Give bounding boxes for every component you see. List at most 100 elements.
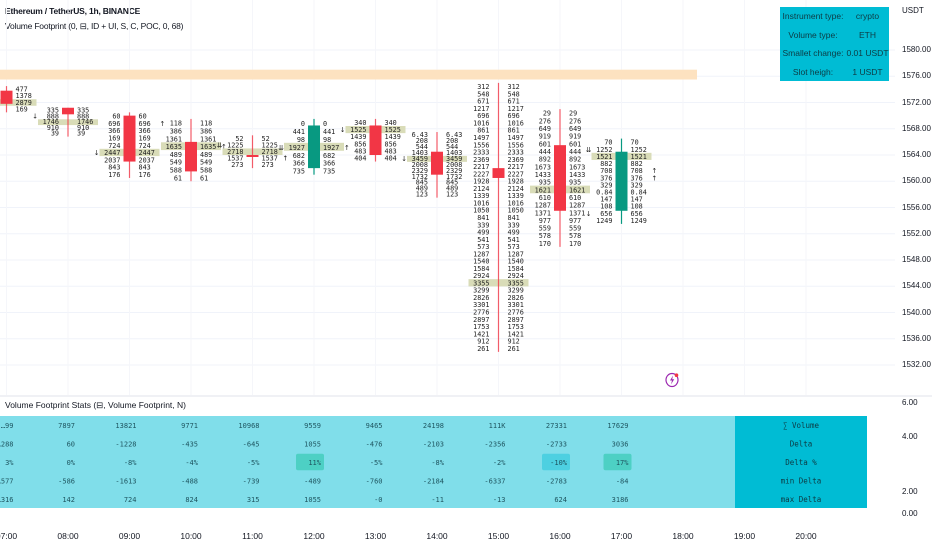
- imbalance-down-marker: ↓: [586, 210, 592, 218]
- ask-volume-label: 1287: [508, 250, 524, 258]
- bid-volume-label: 861: [477, 127, 489, 135]
- resistance-zone: [0, 69, 697, 80]
- ask-volume-label: 339: [508, 221, 520, 229]
- stats-cell: -5%: [370, 459, 383, 467]
- ask-volume-label: 147: [631, 196, 643, 204]
- stats-cell: -586: [58, 477, 75, 485]
- ask-volume-label: 208: [446, 137, 458, 145]
- bid-volume-label: 1016: [473, 119, 489, 127]
- ask-volume-label: 366: [139, 127, 151, 135]
- ask-volume-label: 735: [323, 168, 335, 176]
- bid-volume-label: 1433: [535, 171, 551, 179]
- bid-volume-label: 682: [293, 152, 305, 160]
- bid-volume-label: 935: [539, 179, 551, 187]
- ask-volume-label: 52: [262, 135, 270, 143]
- stats-axis-tick-label: 4.00: [902, 432, 918, 441]
- info-row-volume: Volume type: ETH: [780, 26, 889, 45]
- bid-volume-label: 610: [539, 194, 551, 202]
- time-tick-label: 11:00: [242, 531, 263, 541]
- bid-volume-label: 2924: [473, 272, 489, 280]
- ask-volume-label: 261: [508, 345, 520, 353]
- bid-volume-label: 708: [600, 167, 612, 175]
- stats-cell: 17%: [616, 459, 629, 467]
- ask-volume-label: 1537: [262, 155, 278, 163]
- candle-body: [185, 141, 197, 172]
- ask-volume-label: 2333: [508, 149, 524, 157]
- info-value: 0.01 USDT: [846, 48, 889, 59]
- bid-volume-label: 1225: [227, 141, 243, 149]
- bid-volume-label: 888: [47, 112, 59, 120]
- bid-volume-label: 573: [477, 243, 489, 251]
- ask-volume-label: 489: [200, 151, 212, 159]
- bid-volume-label: 0: [301, 120, 305, 128]
- bid-volume-label: 2826: [473, 294, 489, 302]
- stats-pane-title[interactable]: Volume Footprint Stats (⊟, Volume Footpr…: [5, 400, 186, 410]
- bid-volume-label: 843: [108, 164, 120, 172]
- bid-volume-label: 649: [539, 125, 551, 133]
- ask-volume-label: 861: [508, 127, 520, 135]
- ask-volume-label: 2217: [508, 163, 524, 171]
- ask-volume-label: 559: [569, 225, 581, 233]
- bid-volume-label: 1540: [473, 258, 489, 266]
- stats-row-label: Delta: [790, 440, 813, 449]
- stats-cell: -2%: [493, 459, 506, 467]
- stats-axis-tick-label: 0.00: [902, 509, 918, 518]
- ask-volume-label: 98: [323, 136, 331, 144]
- ask-volume-label: 977: [569, 217, 581, 225]
- stats-cell: 3%: [5, 459, 14, 467]
- bid-volume-label: 1621: [535, 186, 551, 194]
- imbalance-up-marker: ↑: [160, 120, 166, 128]
- candle-body: [62, 107, 74, 115]
- bid-volume-label: 1746: [43, 118, 59, 126]
- bid-volume-label: 0.84: [596, 188, 612, 196]
- ask-volume-label: 386: [200, 127, 212, 135]
- stats-cell: -435: [181, 441, 198, 449]
- imbalance-down-marker: ↓: [401, 155, 407, 163]
- price-tick-label: 1552.00: [902, 228, 931, 238]
- imbalance-down-marker: ⇊: [586, 146, 592, 154]
- candle-body: [554, 145, 566, 211]
- candle-body: [431, 151, 443, 175]
- ask-volume-label: 919: [569, 133, 581, 141]
- ask-volume-label: 29: [569, 110, 577, 118]
- bid-volume-label: 3459: [412, 155, 428, 163]
- time-tick-label: 19:00: [733, 531, 756, 541]
- time-tick-label: 16:00: [549, 531, 571, 541]
- ask-volume-label: 548: [508, 90, 520, 98]
- info-row-instrument: Instrument type: crypto: [780, 7, 889, 26]
- bid-volume-label: 2718: [227, 148, 243, 156]
- candle-body: [123, 115, 136, 162]
- lightning-alert-icon[interactable]: [664, 372, 680, 388]
- ask-volume-label: 1746: [77, 118, 93, 126]
- bid-volume-label: 1050: [473, 207, 489, 215]
- stats-cell: -11: [431, 496, 444, 504]
- stats-cell: 13821: [115, 422, 136, 430]
- bid-volume-label: 841: [477, 214, 489, 222]
- ask-volume-label: 3299: [508, 287, 524, 295]
- ask-volume-label: 340: [385, 119, 397, 127]
- bid-volume-label: 335: [47, 107, 59, 115]
- ask-volume-label: 0: [323, 120, 327, 128]
- ask-volume-label: 1050: [508, 207, 524, 215]
- stats-row-label: min Delta: [781, 476, 822, 485]
- bid-volume-label: 1635: [166, 143, 182, 151]
- stats-cell: -2184: [423, 477, 444, 485]
- time-tick-label: 10:00: [180, 531, 202, 541]
- time-tick-label: 18:00: [672, 531, 694, 541]
- stats-highlight-cell: [603, 453, 632, 471]
- stats-cell: 142: [62, 496, 75, 504]
- bid-volume-label: 489: [416, 185, 428, 193]
- chart-symbol-title[interactable]: Ethereum / TetherUS, 1h, BINANCE: [5, 6, 141, 16]
- stats-cell: 17629: [607, 422, 628, 430]
- ask-volume-label: 888: [77, 112, 89, 120]
- indicator-title[interactable]: Volume Footprint (0, ⊟, ID + UI, S, C, P…: [5, 21, 184, 31]
- ask-volume-label: 273: [262, 161, 274, 169]
- stats-cell: -760: [366, 477, 383, 485]
- info-value: crypto: [855, 11, 880, 22]
